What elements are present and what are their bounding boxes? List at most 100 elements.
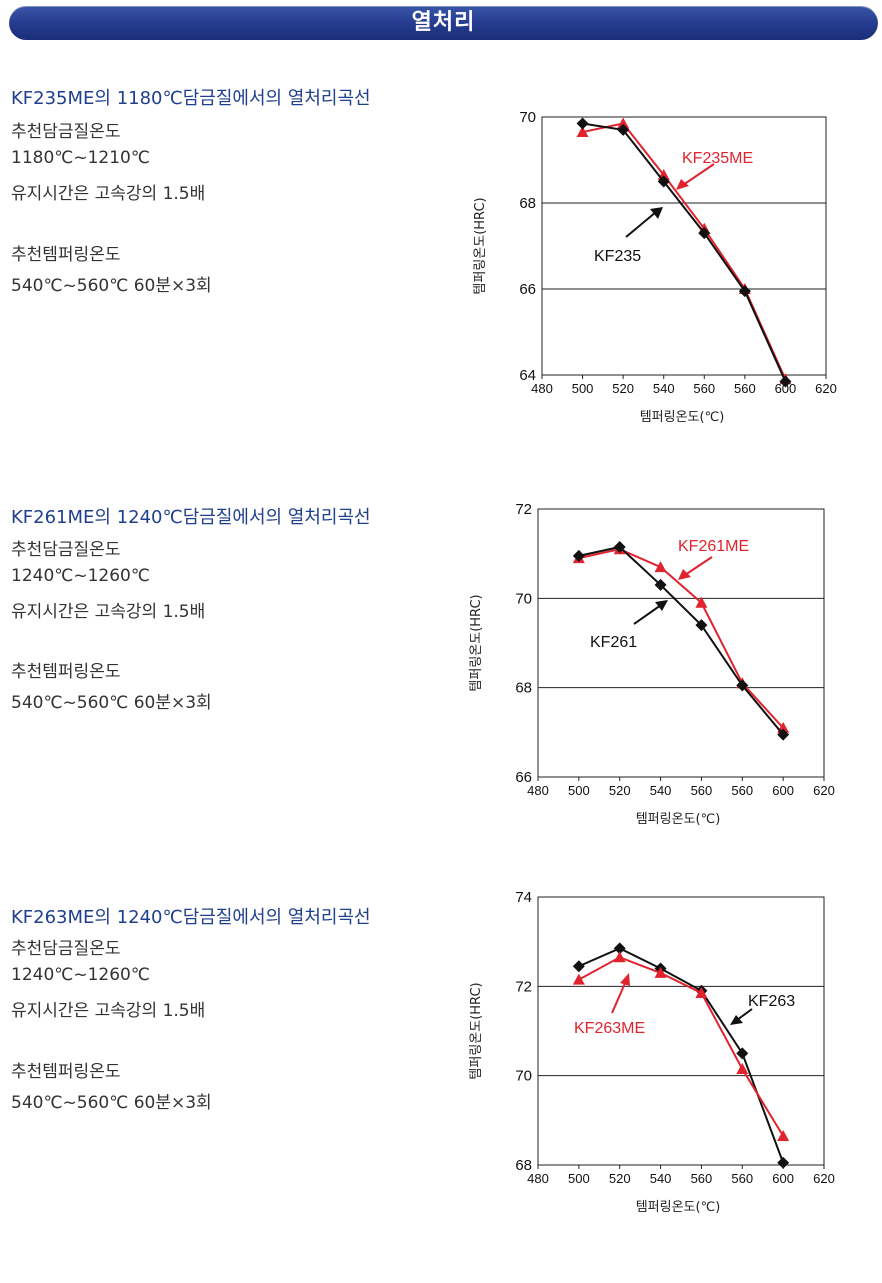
data-point-diamond	[613, 540, 626, 553]
x-tick-label: 620	[815, 381, 837, 396]
spec-line: 추천템퍼링온도	[11, 245, 121, 265]
data-point-diamond	[576, 117, 589, 130]
red-arrow-annotation	[611, 973, 630, 1014]
data-point-diamond	[695, 619, 708, 632]
red-arrow-annotation	[678, 556, 713, 580]
x-tick-label: 480	[531, 381, 553, 396]
series-line	[578, 956, 784, 1137]
red-arrow-annotation	[676, 163, 715, 190]
spec-line: 1240℃~1260℃	[11, 566, 150, 586]
series-line	[582, 122, 787, 382]
data-point-diamond	[572, 549, 585, 562]
data-point-diamond	[698, 227, 711, 240]
series-line	[578, 947, 785, 1164]
black-arrow-annotation	[633, 600, 668, 625]
y-tick-label: 64	[519, 367, 536, 384]
y-axis-label: 템퍼링온도(HRC)	[469, 982, 484, 1079]
x-tick-label: 620	[813, 1171, 835, 1186]
y-tick-label: 66	[515, 769, 532, 786]
hardness-chart: 64 66 68 70 480 500 520 540 560 560 600 620 템퍼링온도(℃)…	[473, 109, 837, 425]
data-point-triangle	[654, 561, 667, 573]
black-arrow-annotation	[730, 1008, 753, 1025]
spec-line: 540℃~560℃ 60분×3회	[11, 276, 212, 296]
page-title: 열처리	[411, 10, 476, 35]
x-tick-label: 560	[691, 783, 713, 798]
y-tick-label: 74	[515, 889, 532, 906]
series-label-black: KF261	[590, 634, 637, 651]
data-point-diamond	[657, 175, 670, 188]
x-tick-label: 600	[772, 1171, 794, 1186]
section-title: KF263ME의 1240℃담금질에서의 열처리곡선	[11, 907, 371, 928]
data-point-triangle	[613, 951, 626, 963]
y-tick-label: 70	[515, 590, 532, 607]
x-axis-label: 템퍼링온도(℃)	[636, 1200, 721, 1215]
header-banner: 열처리	[9, 6, 878, 40]
y-tick-label: 68	[515, 1157, 532, 1174]
series-label-red: KF235ME	[682, 150, 753, 167]
y-tick-label: 72	[515, 501, 532, 518]
x-tick-label: 500	[568, 783, 590, 798]
spec-line: 유지시간은 고속강의 1.5배	[11, 1001, 206, 1021]
plot-area	[541, 116, 827, 376]
data-point-diamond	[613, 942, 626, 955]
data-point-diamond	[777, 728, 790, 741]
spec-line: 추천담금질온도	[11, 540, 121, 560]
data-point-diamond	[736, 1047, 749, 1060]
data-point-diamond	[617, 123, 630, 136]
x-tick-label: 520	[612, 381, 634, 396]
spec-line: 1240℃~1260℃	[11, 965, 150, 985]
plot-area	[537, 896, 825, 1166]
y-tick-label: 70	[515, 1068, 532, 1085]
x-tick-label: 500	[572, 381, 594, 396]
spec-line: 540℃~560℃ 60분×3회	[11, 693, 212, 713]
data-point-triangle	[572, 973, 585, 985]
spec-line: 추천템퍼링온도	[11, 662, 121, 682]
series-label-black: KF235	[594, 248, 641, 265]
data-point-diamond	[736, 679, 749, 692]
data-point-diamond	[572, 960, 585, 973]
series-line	[578, 545, 784, 736]
data-point-triangle	[777, 1129, 790, 1141]
x-tick-label: 500	[568, 1171, 590, 1186]
data-point-triangle	[736, 1062, 749, 1074]
data-point-triangle	[695, 987, 708, 999]
data-point-triangle	[654, 966, 667, 978]
spec-line: 추천담금질온도	[11, 122, 121, 142]
y-tick-label: 68	[515, 680, 532, 697]
y-axis-label: 템퍼링온도(HRC)	[473, 197, 488, 294]
y-tick-label: 68	[519, 195, 536, 212]
spec-line: 추천템퍼링온도	[11, 1062, 121, 1082]
x-tick-label: 560	[731, 783, 753, 798]
y-tick-label: 70	[519, 109, 536, 126]
x-tick-label: 540	[653, 381, 675, 396]
section-title: KF261ME의 1240℃담금질에서의 열처리곡선	[11, 507, 371, 528]
data-point-diamond	[779, 375, 792, 388]
hardness-chart: 68 70 72 74 480 500 520 540 560 560 600 620 템퍼링온도(℃)…	[469, 889, 835, 1215]
section-kf235me: KF235ME의 1180℃담금질에서의 열처리곡선 추천담금질온도 1180℃…	[0, 84, 882, 464]
data-point-diamond	[654, 578, 667, 591]
y-tick-label: 72	[515, 978, 532, 995]
x-axis-label: 템퍼링온도(℃)	[640, 410, 725, 425]
series-label-red: KF263ME	[574, 1020, 645, 1037]
data-point-triangle	[695, 596, 708, 608]
x-tick-label: 540	[650, 1171, 672, 1186]
x-tick-label: 620	[813, 783, 835, 798]
spec-line: 540℃~560℃ 60분×3회	[11, 1093, 212, 1113]
x-tick-label: 560	[734, 381, 756, 396]
x-tick-label: 560	[691, 1171, 713, 1186]
section-kf261me: KF261ME의 1240℃담금질에서의 열처리곡선 추천담금질온도 1240℃…	[0, 501, 882, 883]
series-label-red: KF261ME	[678, 538, 749, 555]
data-point-diamond	[777, 1156, 790, 1169]
x-tick-label: 600	[775, 381, 797, 396]
series-label-black: KF263	[748, 993, 795, 1010]
x-tick-label: 600	[772, 783, 794, 798]
section-kf263me: KF263ME의 1240℃담금질에서의 열처리곡선 추천담금질온도 1240℃…	[0, 889, 882, 1283]
spec-line: 유지시간은 고속강의 1.5배	[11, 602, 206, 622]
x-tick-label: 520	[609, 1171, 631, 1186]
x-tick-label: 560	[693, 381, 715, 396]
x-tick-label: 480	[527, 783, 549, 798]
x-tick-label: 560	[731, 1171, 753, 1186]
hardness-chart: 66 68 70 72 480 500 520 540 560 560 600 620 템퍼링온도(℃)…	[469, 501, 835, 827]
section-title: KF235ME의 1180℃담금질에서의 열처리곡선	[11, 88, 371, 109]
black-arrow-annotation	[625, 207, 663, 238]
